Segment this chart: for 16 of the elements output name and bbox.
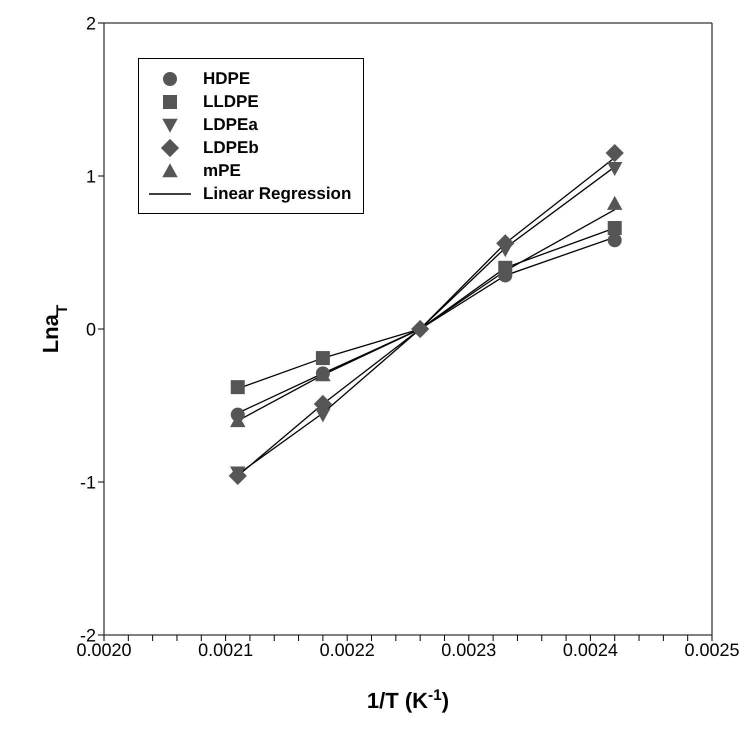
x-tick-label: 0.0022 [320, 640, 375, 660]
legend-label: LLDPE [203, 92, 259, 112]
x-tick-label: 0.0021 [198, 640, 254, 660]
x-tick-label: 0.0025 [684, 640, 740, 660]
y-tick-label: 0 [86, 319, 96, 340]
y-tick-label: 1 [86, 166, 96, 186]
legend-label: LDPEb [203, 138, 259, 158]
legend-label: mPE [203, 160, 241, 180]
x-tick-label: 0.0024 [562, 640, 618, 660]
y-tick-label: -1 [80, 472, 96, 492]
legend-label: LDPEa [203, 114, 258, 134]
x-tick-label: 0.0023 [441, 640, 496, 660]
x-axis-title: 1/T (K$^{-1}$) [366, 686, 450, 713]
legend-label: HDPE [203, 68, 250, 88]
legend-label: Linear Regression [203, 184, 352, 204]
y-tick-label: 2 [86, 13, 96, 34]
